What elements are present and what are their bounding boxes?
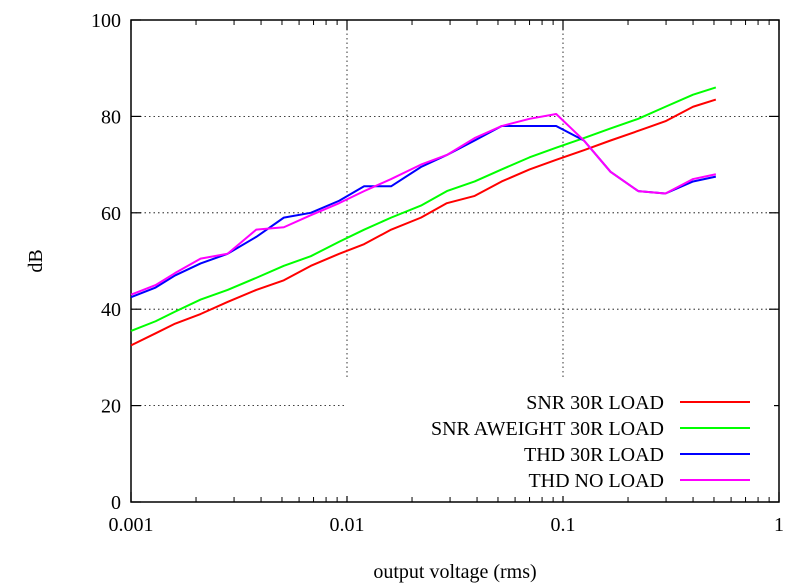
x-tick-label: 0.01 — [330, 514, 365, 536]
y-tick-labels: 0 20 40 60 80 100 — [91, 10, 121, 514]
y-tick-label: 100 — [91, 10, 121, 32]
y-tick-label: 40 — [101, 299, 121, 321]
series-line-2 — [130, 125, 717, 299]
series-line-3 — [130, 112, 717, 296]
legend-label-2: THD 30R LOAD — [524, 444, 664, 466]
plot-frame — [130, 19, 780, 503]
x-tick-labels: 0.001 0.01 0.1 1 — [109, 514, 785, 536]
x-tick-label: 0.001 — [109, 514, 154, 536]
y-tick-label: 20 — [101, 396, 121, 418]
legend-label-1: SNR AWEIGHT 30R LOAD — [431, 418, 664, 440]
y-tick-label: 60 — [101, 203, 121, 225]
legend-label-0: SNR 30R LOAD — [526, 392, 664, 414]
y-tick-label: 80 — [101, 106, 121, 128]
legend-label-3: THD NO LOAD — [528, 470, 664, 492]
legend-background — [346, 380, 774, 496]
y-tick-label: 0 — [111, 492, 121, 514]
series-line-1 — [130, 86, 717, 332]
series-line-0 — [130, 98, 717, 347]
series-lines — [130, 86, 717, 347]
legend: SNR 30R LOAD SNR AWEIGHT 30R LOAD THD 30R … — [346, 380, 774, 496]
x-tick-label: 1 — [774, 514, 784, 536]
y-axis-label: dB — [25, 249, 47, 272]
x-axis-label: output voltage (rms) — [373, 561, 536, 583]
x-tick-label: 0.1 — [551, 514, 576, 536]
